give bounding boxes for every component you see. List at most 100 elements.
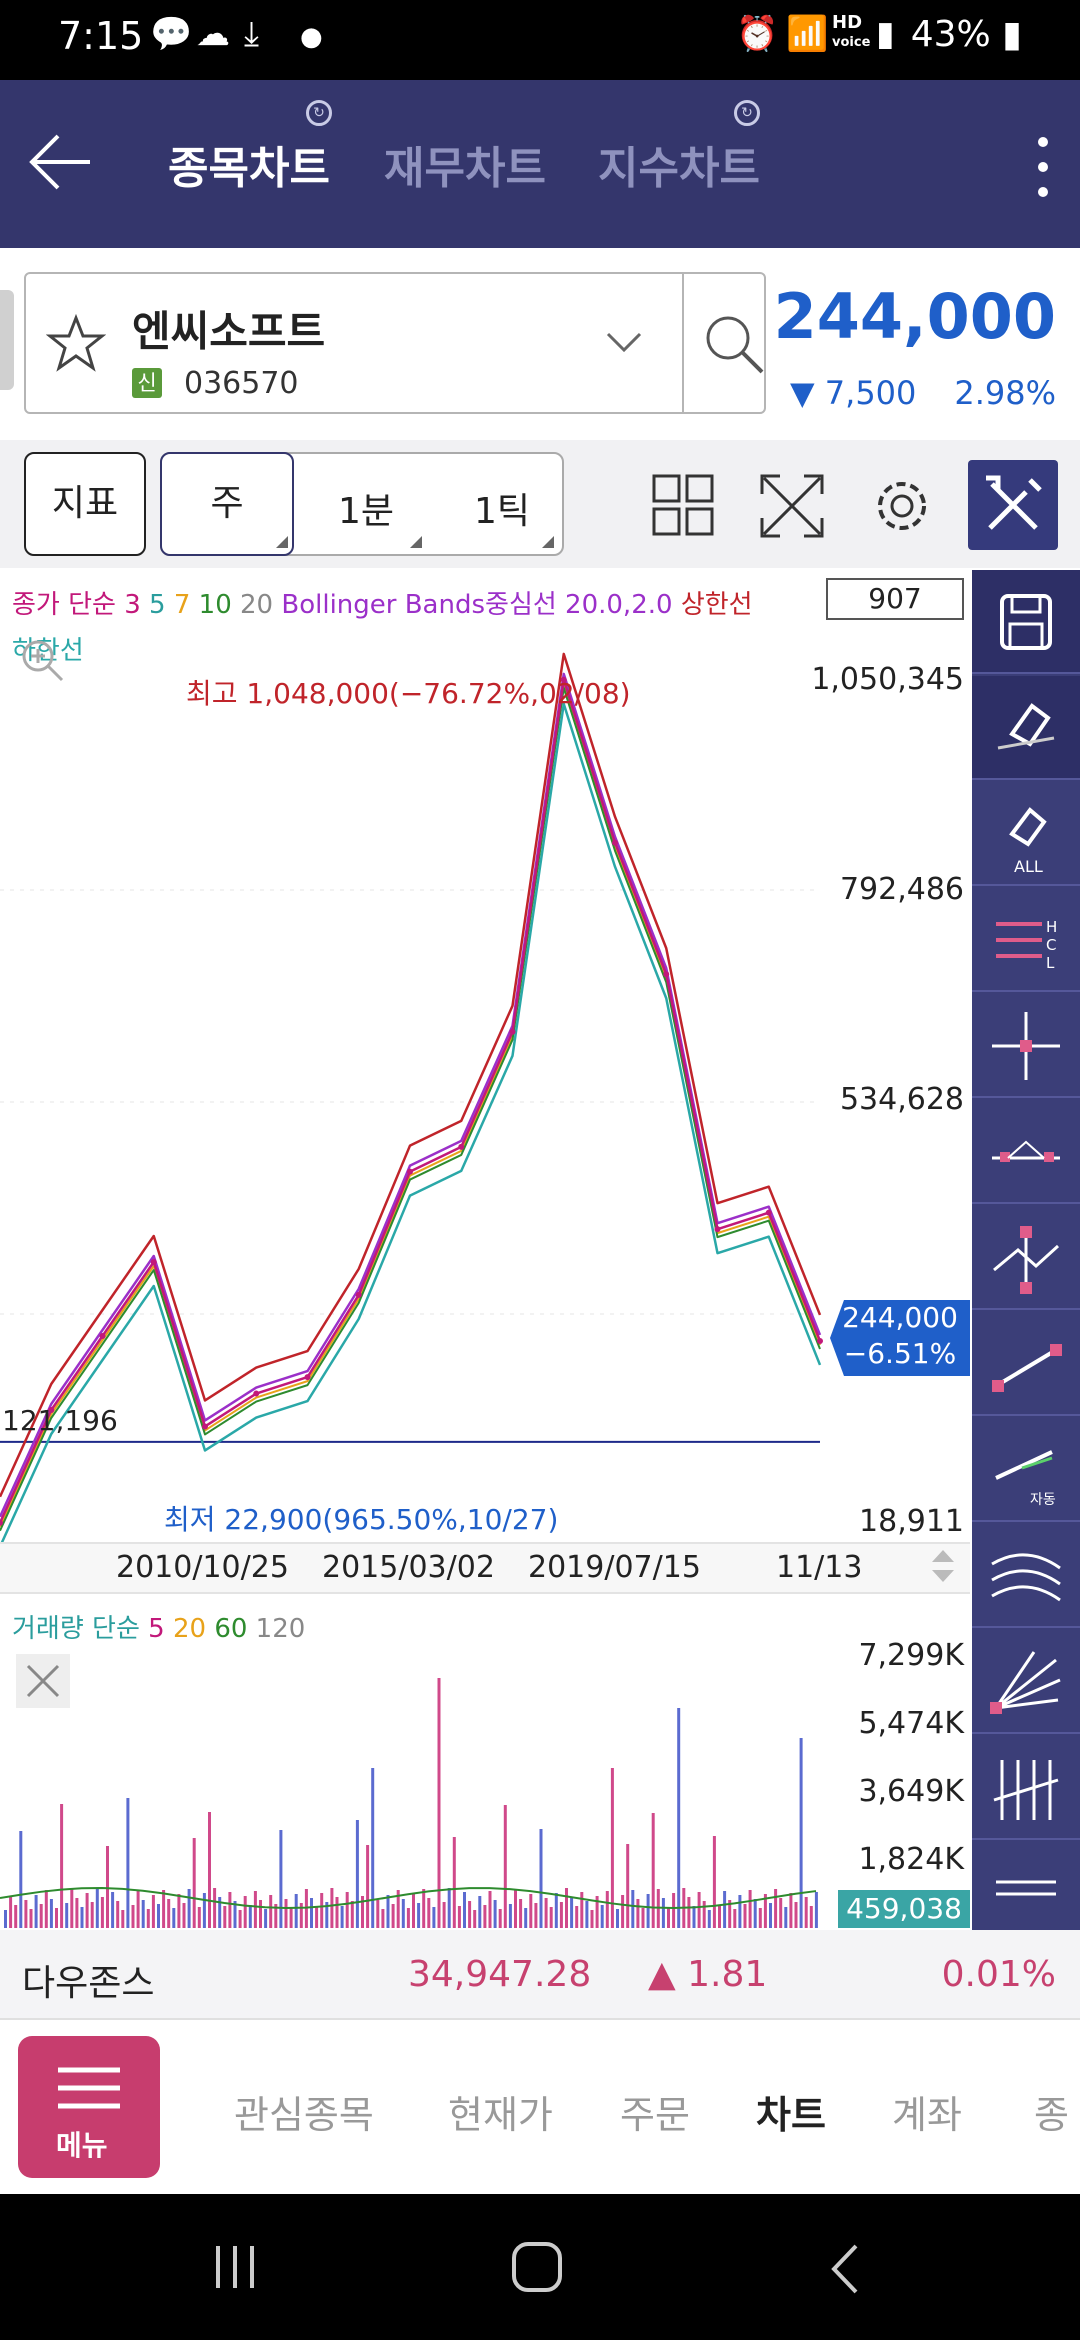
eraser-icon (997, 703, 1055, 750)
volume-bar (585, 1901, 589, 1928)
recent-apps-icon[interactable] (210, 2242, 260, 2292)
volume-bar (376, 1900, 380, 1928)
tab-financial-chart[interactable]: 재무차트 (384, 143, 546, 194)
volume-bar (157, 1904, 160, 1928)
eraser-button[interactable] (972, 676, 1080, 780)
horizontal-line-icon (992, 1140, 1060, 1162)
volume-bar (702, 1901, 706, 1928)
chevron-down-icon[interactable] (604, 330, 644, 354)
fibonacci-icon (996, 1880, 1056, 1896)
period-1min-button[interactable]: 1분 (338, 491, 395, 532)
more-menu-icon[interactable] (1032, 128, 1054, 208)
volume-bar (264, 1909, 268, 1928)
volume-bar (259, 1900, 262, 1928)
volume-bar (493, 1900, 497, 1928)
fan-button[interactable] (972, 1630, 1080, 1734)
volume-bar (75, 1898, 79, 1928)
volume-bar (697, 1892, 701, 1928)
nav-watchlist[interactable]: 관심종목 (234, 2093, 374, 2137)
price-chart-area[interactable] (0, 570, 970, 1590)
crosshair-button[interactable] (972, 994, 1080, 1098)
volume-bar (238, 1910, 242, 1928)
volume-y-label: 1,824K (858, 1842, 964, 1877)
sync-icon: ↻ (306, 100, 332, 126)
home-icon[interactable] (510, 2240, 564, 2294)
eraser-all-button[interactable]: ALL (972, 782, 1080, 886)
back-icon[interactable] (826, 2242, 866, 2296)
period-selector: 주 1분 1틱 (160, 452, 564, 556)
volume-chart[interactable] (0, 1594, 970, 1930)
volume-bar (452, 1837, 456, 1928)
volume-bar (503, 1805, 507, 1928)
tab-stock-chart[interactable]: 종목차트 (168, 143, 330, 194)
trend-line-button[interactable] (972, 1312, 1080, 1416)
volume-bar (294, 1894, 298, 1928)
tab-index-chart[interactable]: 지수차트 (598, 143, 760, 194)
volume-legend: 거래량 단순 5 20 60 120 (12, 1608, 305, 1645)
volume-bar (116, 1901, 120, 1928)
resize-handle-icon[interactable] (928, 1546, 958, 1586)
nav-order[interactable]: 주문 (620, 2093, 690, 2137)
side-handle[interactable] (0, 290, 14, 390)
volume-bar (779, 1898, 783, 1928)
stock-selector[interactable]: 엔씨소프트 신 036570 (24, 272, 766, 414)
search-icon[interactable] (702, 312, 768, 378)
x-axis-label: 2015/03/02 (322, 1550, 495, 1585)
stock-name: 엔씨소프트 (132, 307, 326, 356)
indicator-button[interactable]: 지표 (24, 452, 146, 556)
volume-bar (335, 1897, 339, 1928)
data-point (407, 1168, 413, 1175)
volume-bar (345, 1892, 349, 1928)
cycle-lines-button[interactable] (972, 1736, 1080, 1840)
volume-bar (299, 1903, 303, 1928)
settings-gear-icon[interactable] (870, 474, 934, 538)
dropdown-corner-icon (542, 536, 554, 548)
volume-bar (417, 1903, 421, 1928)
volume-bar (661, 1898, 665, 1928)
volume-bar (468, 1901, 472, 1928)
volume-bar (243, 1896, 247, 1928)
vertical-line-button[interactable] (972, 1206, 1080, 1310)
close-icon[interactable] (16, 1654, 70, 1708)
nav-current-price[interactable]: 현재가 (448, 2093, 553, 2137)
period-week-button[interactable]: 주 (160, 452, 294, 556)
volume-bar (554, 1893, 558, 1928)
channel-button[interactable] (972, 1524, 1080, 1628)
volume-bar (595, 1896, 599, 1928)
fibonacci-button[interactable] (972, 1842, 1080, 1946)
price-chart[interactable] (0, 570, 970, 1590)
expand-icon[interactable] (760, 474, 824, 538)
index-ticker[interactable]: 다우존스 34,947.28 ▲ 1.81 0.01% (0, 1930, 1080, 2020)
star-icon[interactable] (46, 314, 106, 374)
volume-bar (677, 1708, 681, 1928)
volume-bar (284, 1899, 288, 1928)
drawing-tools-button[interactable] (968, 460, 1058, 550)
volume-bar (488, 1891, 492, 1928)
volume-chart-area[interactable] (0, 1592, 970, 1928)
nav-account[interactable]: 계좌 (892, 2093, 962, 2137)
zoom-in-icon[interactable] (18, 636, 66, 684)
menu-button[interactable]: 메뉴 (18, 2036, 160, 2178)
horizontal-line-button[interactable] (972, 1100, 1080, 1204)
svg-text:ALL: ALL (1014, 857, 1043, 876)
grid-layout-icon[interactable] (652, 474, 714, 536)
volume-bar (575, 1906, 579, 1928)
save-button[interactable] (972, 570, 1080, 674)
period-1tick-button[interactable]: 1틱 (474, 491, 531, 532)
volume-bar (396, 1890, 400, 1928)
volume-bar (432, 1907, 436, 1928)
data-point (304, 1374, 311, 1381)
x-axis-label: 11/13 (776, 1550, 863, 1585)
auto-trend-button[interactable]: 자동 (972, 1418, 1080, 1522)
volume-bar (340, 1906, 344, 1928)
legend-item: Bollinger Bands중심선 20.0,2.0 (281, 590, 673, 620)
menu-label: 메뉴 (56, 2129, 108, 2162)
legend-item: 60 (214, 1614, 248, 1644)
nav-chart[interactable]: 차트 (756, 2093, 826, 2137)
index-name: 다우존스 (22, 1963, 155, 2004)
back-arrow-icon[interactable] (26, 132, 92, 192)
nav-more[interactable]: 종 (1034, 2093, 1069, 2137)
volume-bar (44, 1890, 48, 1928)
volume-bar (641, 1908, 645, 1928)
